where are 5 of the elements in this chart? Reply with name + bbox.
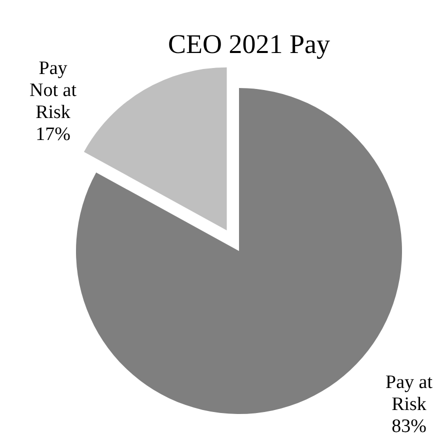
slice-label: Pay Not at Risk [30,58,78,123]
data-label: 17% [36,124,71,145]
chart-title: CEO 2021 Pay [168,29,330,59]
slice-label: Pay at Risk [386,372,434,415]
data-label: 83% [392,416,427,437]
